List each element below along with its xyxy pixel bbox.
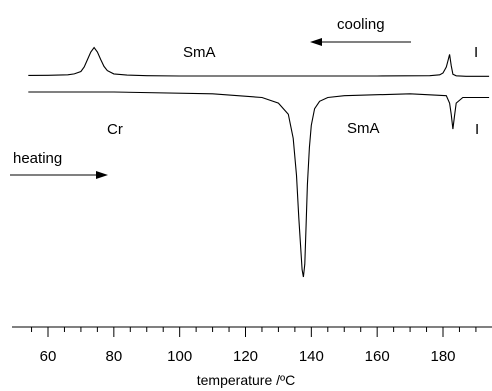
x-tick-label-100: 100	[167, 348, 192, 365]
heating-curve	[28, 91, 490, 278]
x-tick-label-60: 60	[40, 348, 57, 365]
phase-label-i-top: I	[474, 44, 478, 61]
x-axis-tick-labels: 60 80 100 120 140 160 180	[40, 348, 456, 365]
phase-label-sma-bottom: SmA	[347, 120, 380, 137]
heating-label: heating	[13, 150, 62, 167]
phase-label-cr: Cr	[107, 121, 123, 138]
x-tick-label-140: 140	[299, 348, 324, 365]
x-axis-title: temperature /ºC	[197, 372, 296, 388]
cooling-label: cooling	[337, 16, 385, 33]
x-tick-label-120: 120	[233, 348, 258, 365]
cooling-arrow	[310, 38, 411, 46]
x-tick-label-160: 160	[365, 348, 390, 365]
x-tick-label-180: 180	[430, 348, 455, 365]
phase-label-sma-top: SmA	[183, 44, 216, 61]
phase-label-i-bottom: I	[475, 121, 479, 138]
x-axis-ticks	[31, 327, 477, 337]
cooling-curve	[28, 46, 490, 77]
x-tick-label-80: 80	[105, 348, 122, 365]
heating-arrow	[10, 171, 108, 179]
